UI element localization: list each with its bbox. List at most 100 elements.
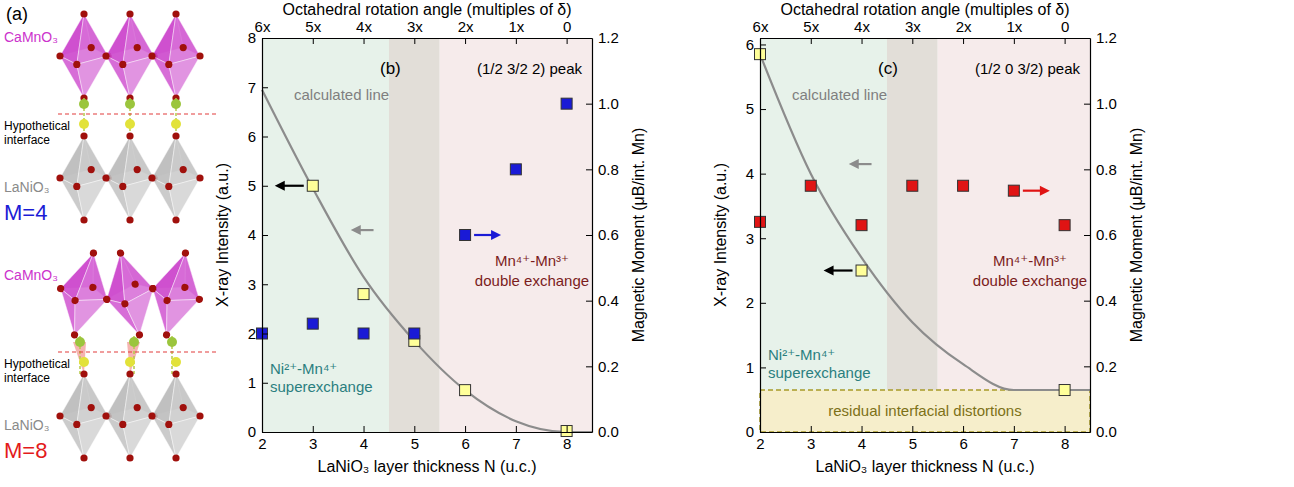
data-point [409, 328, 420, 339]
tick-mark [586, 235, 592, 236]
layer-label: CaMnO₃ [4, 29, 58, 45]
text-line: Hypothetical [4, 357, 70, 371]
arrow-head [849, 159, 859, 169]
tick: 1.0 [586, 95, 619, 112]
tick-label: 7 [1010, 435, 1018, 452]
oxygen-atom [134, 166, 141, 173]
tick-label: 0 [746, 423, 754, 440]
text-line: double exchange [973, 272, 1087, 289]
tick-label: 8 [563, 435, 571, 452]
tick: 2x [956, 18, 972, 44]
octahedron [139, 243, 213, 344]
tick: 8 [248, 29, 268, 46]
octahedron [148, 132, 203, 223]
residual-band [760, 390, 1090, 432]
tick: 4 [858, 426, 866, 452]
tick-label: 5 [746, 100, 754, 117]
tick-mark [1065, 426, 1066, 432]
tick-mark [364, 38, 365, 44]
data-point [561, 98, 572, 109]
shaded-region [440, 38, 592, 432]
tick-mark [586, 38, 592, 39]
interface-label: Hypotheticalinterface [4, 357, 70, 385]
oxygen-atom [134, 404, 141, 411]
tick: 2 [248, 325, 268, 342]
tick: 7 [512, 426, 520, 452]
tick-mark [313, 426, 314, 432]
tick-mark [414, 426, 415, 432]
chart-title: (1/2 3/2 2) peak [477, 60, 583, 77]
line-label: calculated line [792, 86, 887, 103]
tick-label: 3 [309, 435, 317, 452]
tick-label: 3 [807, 435, 815, 452]
tick-label: 6 [746, 36, 754, 53]
tick-mark [1065, 38, 1066, 44]
shaded-region [760, 38, 887, 432]
oxygen-atom [172, 454, 179, 461]
tick-mark [1084, 169, 1090, 170]
text-line: Mn⁴⁺-Mn³⁺ [495, 252, 569, 269]
tick-mark [586, 104, 592, 105]
oxygen-atom [172, 10, 179, 17]
text-line: Mn⁴⁺-Mn³⁺ [993, 252, 1067, 269]
tick: 3 [746, 230, 766, 247]
oxygen-atom [102, 412, 109, 419]
tick-label: 2 [248, 325, 256, 342]
oxygen-atom [181, 249, 190, 258]
region-label: Ni²⁺-Mn⁴⁺superexchange [768, 346, 871, 381]
y2-axis: 0.00.20.40.60.81.01.2 [1084, 29, 1117, 440]
arrow-head [824, 266, 834, 276]
tick-mark [811, 38, 812, 44]
tick-label: 0 [563, 18, 571, 35]
tick-mark [1014, 426, 1015, 432]
oxygen-atom [134, 44, 141, 51]
tick: 5x [305, 18, 321, 44]
oxygen-atom [180, 44, 187, 51]
tick-mark [963, 426, 964, 432]
octahedron-face [169, 374, 200, 424]
octahedron-face [169, 178, 200, 220]
tick-label: 4 [360, 435, 368, 452]
oxygen-atom [180, 166, 187, 173]
octahedron [148, 10, 203, 101]
tick-label: 8 [1061, 435, 1069, 452]
tick: 0 [1061, 18, 1069, 44]
octahedron-face [77, 178, 108, 220]
tick-mark [912, 426, 913, 432]
oxygen-atom [102, 52, 109, 59]
tick: 3 [248, 276, 268, 293]
oxygen-atom [165, 61, 172, 68]
interface-label: Hypotheticalinterface [4, 119, 70, 147]
y-axis-title: X-ray Intensity (a.u.) [712, 163, 729, 307]
axis-line [761, 432, 1091, 433]
a-site-atom [171, 99, 181, 109]
octahedron-face [169, 136, 200, 186]
oxygen-atom [165, 421, 172, 428]
data-point [856, 220, 867, 231]
octahedron-face [123, 178, 154, 220]
octahedron-face [160, 292, 200, 340]
arrow-head [1040, 186, 1050, 196]
oxygen-atom [80, 454, 87, 461]
tick-mark [262, 38, 268, 39]
tick-label: 0.2 [1096, 358, 1117, 375]
tick-mark [313, 38, 314, 44]
tick: 4 [248, 226, 268, 243]
tick: 6 [248, 128, 268, 145]
tick-mark [1084, 235, 1090, 236]
data-point [856, 265, 867, 276]
data-point [307, 180, 318, 191]
a-site-atom [79, 119, 89, 129]
tick-label: 6 [461, 435, 469, 452]
oxygen-atom [196, 412, 203, 419]
axis-arrow [351, 225, 374, 235]
tick-label: 0.4 [598, 292, 619, 309]
octahedron [102, 132, 157, 223]
y-axis: 0123456 [746, 36, 766, 441]
tick-label: 6x [255, 18, 271, 35]
oxygen-atom [196, 174, 203, 181]
tick-label: 0 [1061, 18, 1069, 35]
octahedron-face [169, 14, 200, 64]
tick: 1.2 [1084, 29, 1117, 46]
figure: (a)CaMnO₃HypotheticalinterfaceLaNiO₃M=4C… [0, 0, 1294, 487]
